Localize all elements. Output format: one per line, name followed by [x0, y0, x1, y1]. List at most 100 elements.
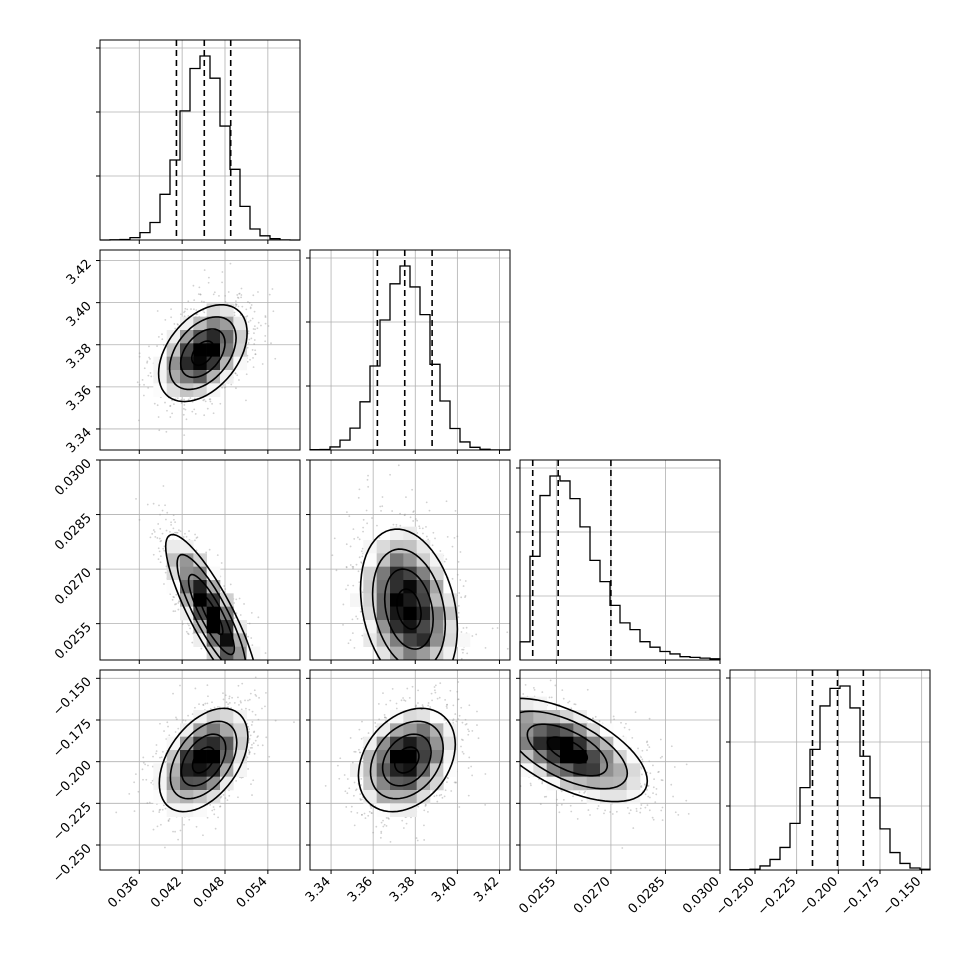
- sample-point: [257, 703, 259, 705]
- sample-point: [248, 749, 250, 751]
- sample-point: [399, 513, 401, 515]
- sample-point: [436, 702, 438, 704]
- sample-point: [245, 308, 247, 310]
- sample-point: [207, 408, 209, 410]
- sample-point: [249, 691, 251, 693]
- sample-point: [399, 661, 401, 663]
- sample-point: [254, 674, 256, 676]
- sample-point: [369, 665, 371, 667]
- density-cell: [167, 357, 181, 371]
- sample-point: [419, 706, 421, 708]
- sample-point: [400, 705, 402, 707]
- sample-point: [230, 664, 232, 666]
- sample-point: [159, 528, 161, 530]
- sample-point: [193, 299, 195, 301]
- scatter-panel-2-1: [306, 460, 510, 730]
- sample-point: [173, 323, 175, 325]
- scatter-panel-1-0: 3.343.363.383.403.42: [64, 250, 300, 456]
- sample-point: [138, 420, 140, 422]
- sample-point: [283, 741, 285, 743]
- sample-point: [169, 416, 171, 418]
- sample-point: [378, 537, 380, 539]
- sample-point: [208, 277, 210, 279]
- sample-point: [172, 527, 174, 529]
- sample-point: [172, 610, 174, 612]
- sample-point: [217, 684, 219, 686]
- sample-point: [432, 671, 434, 673]
- sample-point: [265, 674, 267, 676]
- histogram-panel-1: [96, 40, 300, 244]
- density-cell: [390, 540, 404, 554]
- sample-point: [405, 496, 407, 498]
- sample-point: [420, 672, 422, 674]
- sample-point: [420, 682, 422, 684]
- sample-point: [258, 693, 260, 695]
- sample-point: [241, 667, 243, 669]
- sample-point: [241, 685, 243, 687]
- sample-point: [150, 372, 152, 374]
- sample-point: [213, 412, 215, 414]
- density-cell: [377, 540, 391, 554]
- sample-point: [277, 686, 279, 688]
- sample-point: [359, 538, 361, 540]
- sample-point: [247, 676, 249, 678]
- sample-point: [174, 521, 176, 523]
- sample-point: [164, 504, 166, 506]
- sample-point: [170, 521, 172, 523]
- sample-point: [193, 285, 195, 287]
- sample-point: [449, 665, 451, 667]
- sample-point: [422, 527, 424, 529]
- sample-point: [254, 680, 256, 682]
- density-cell: [193, 553, 207, 567]
- sample-point: [223, 794, 225, 796]
- sample-point: [264, 340, 266, 342]
- sample-point: [154, 403, 156, 405]
- sample-point: [128, 793, 130, 795]
- sample-point: [462, 676, 464, 678]
- sample-point: [158, 416, 160, 418]
- sample-point: [139, 519, 141, 521]
- sample-point: [170, 308, 172, 310]
- sample-point: [353, 538, 355, 540]
- sample-point: [411, 489, 413, 491]
- sample-point: [381, 505, 383, 507]
- sample-point: [234, 312, 236, 314]
- sample-point: [224, 295, 226, 297]
- sample-point: [383, 664, 385, 666]
- sample-point: [229, 696, 231, 698]
- sample-point: [412, 695, 414, 697]
- sample-point: [261, 679, 263, 681]
- sample-point: [430, 702, 432, 704]
- sample-point: [398, 464, 400, 466]
- sample-point: [245, 400, 247, 402]
- sample-point: [252, 673, 254, 675]
- sample-point: [208, 282, 210, 284]
- sample-point: [159, 514, 161, 516]
- sample-point: [183, 404, 185, 406]
- sample-point: [248, 666, 250, 668]
- sample-point: [146, 362, 148, 364]
- sample-point: [400, 664, 402, 666]
- sample-point: [187, 300, 189, 302]
- sample-point: [241, 665, 243, 667]
- sample-point: [458, 616, 460, 618]
- sample-point: [221, 562, 223, 564]
- sample-point: [419, 527, 421, 529]
- sample-point: [238, 667, 240, 669]
- sample-point: [456, 536, 458, 538]
- density-cell: [390, 633, 404, 647]
- sample-point: [367, 486, 369, 488]
- sample-point: [240, 297, 242, 299]
- sample-point: [158, 811, 160, 813]
- sample-point: [270, 342, 272, 344]
- sample-point: [458, 605, 460, 607]
- sample-point: [166, 721, 168, 723]
- sample-point: [229, 661, 231, 663]
- density-cell: [417, 620, 431, 634]
- sample-point: [162, 533, 164, 535]
- sample-point: [227, 671, 229, 673]
- sample-point: [460, 665, 462, 667]
- sample-point: [157, 404, 159, 406]
- sample-point: [186, 631, 188, 633]
